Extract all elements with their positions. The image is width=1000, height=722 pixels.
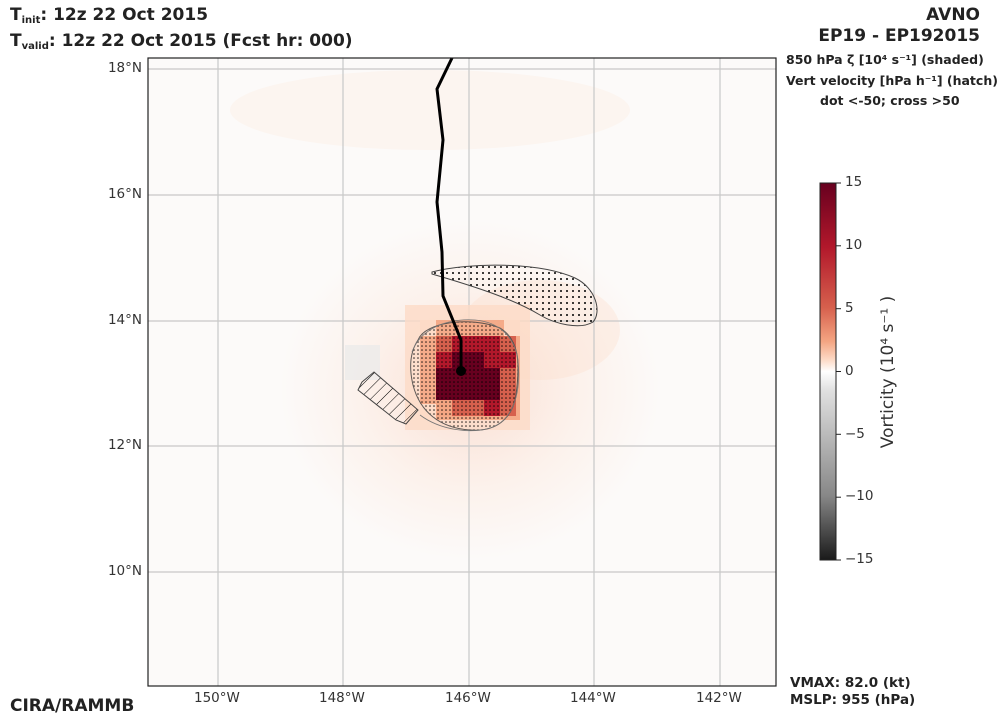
colorbar-tick-label: −5 <box>845 426 865 442</box>
descent-hatch <box>357 371 419 425</box>
lat-tick: 18°N <box>107 60 142 76</box>
lat-tick: 10°N <box>107 563 142 579</box>
mslp: MSLP: 955 (hPa) <box>790 692 916 708</box>
lon-tick: 148°W <box>319 690 365 706</box>
init-time: Tinit: 12z 22 Oct 2015 <box>10 5 209 26</box>
vmax: VMAX: 82.0 (kt) <box>790 675 911 691</box>
valid-time: Tvalid: 12z 22 Oct 2015 (Fcst hr: 000) <box>10 31 353 52</box>
lon-tick: 146°W <box>445 690 491 706</box>
lon-tick: 142°W <box>696 690 742 706</box>
colorbar-tick-label: 0 <box>845 363 854 379</box>
plot-frame <box>147 57 777 687</box>
colorbar-tick-label: −10 <box>845 488 874 504</box>
storm-id: EP19 - EP192015 <box>818 26 980 46</box>
lat-tick: 14°N <box>107 312 142 328</box>
ascent-band-hatch <box>431 264 598 327</box>
model-name: AVNO <box>926 5 980 25</box>
colorbar-tick-label: 5 <box>845 300 854 316</box>
colorbar-label: Vorticity (10⁴ s⁻¹ ) <box>878 295 898 449</box>
credit: CIRA/RAMMB <box>10 696 135 716</box>
colorbar-tick-label: −15 <box>845 551 874 567</box>
colorbar-tick-label: 10 <box>845 237 863 253</box>
colorbar-tick-label: 15 <box>845 174 863 190</box>
colorbar <box>819 182 837 561</box>
storm-track <box>435 57 463 372</box>
storm-center-marker <box>456 366 466 376</box>
legend-shaded: 850 hPa ζ [10⁴ s⁻¹] (shaded) <box>786 52 984 67</box>
lat-tick: 12°N <box>107 437 142 453</box>
legend-hatch-key: dot <-50; cross >50 <box>820 93 960 108</box>
lon-tick: 150°W <box>194 690 240 706</box>
colorbar-ticks <box>836 182 841 561</box>
lat-tick: 16°N <box>107 186 142 202</box>
gridlines <box>148 58 776 686</box>
legend-hatch: Vert velocity [hPa h⁻¹] (hatch) <box>786 73 998 88</box>
lon-tick: 144°W <box>570 690 616 706</box>
